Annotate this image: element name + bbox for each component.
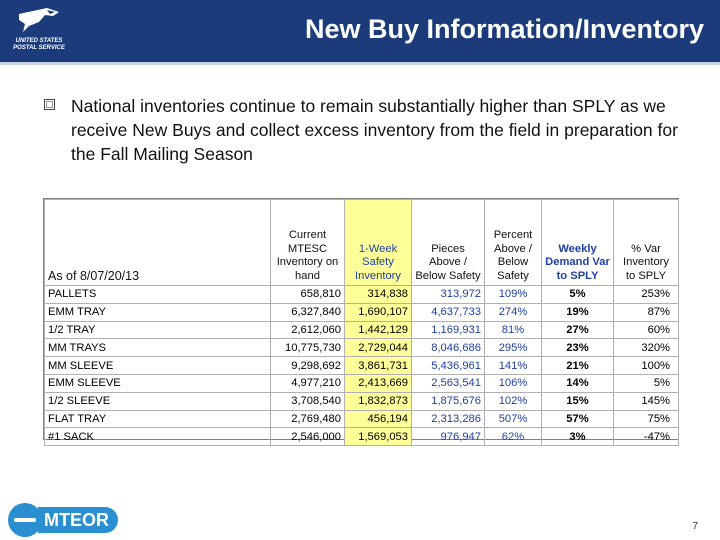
table-cell: 109%	[484, 285, 542, 304]
table-cell: 295%	[484, 338, 542, 358]
table-cell: 2,563,541	[411, 373, 485, 393]
row-label: #1 SACK	[44, 427, 271, 447]
column-header: Pieces Above / Below Safety	[411, 199, 485, 286]
table-cell: 1,875,676	[411, 391, 485, 411]
table-cell: 21%	[541, 356, 614, 375]
table-cell: 145%	[613, 391, 679, 411]
table-cell: 27%	[541, 320, 614, 340]
column-header: % Var Inventory to SPLY	[613, 199, 679, 286]
table-cell: 3,861,731	[344, 356, 412, 375]
table-cell: 4,977,210	[270, 373, 345, 393]
mteor-logo: MTEOR	[8, 503, 122, 538]
table-cell: 2,612,060	[270, 320, 345, 340]
table-cell: 320%	[613, 338, 679, 358]
page-title: New Buy Information/Inventory	[304, 14, 704, 44]
title-divider	[0, 62, 720, 65]
table-cell: 1,832,873	[344, 391, 412, 411]
table-cell: 2,413,669	[344, 373, 412, 393]
table-cell: 507%	[484, 409, 542, 429]
table-cell: 62%	[484, 427, 542, 447]
table-cell: 1,569,053	[344, 427, 412, 447]
mteor-logo-mark	[8, 503, 42, 537]
table-cell: 102%	[484, 391, 542, 411]
table-cell: 75%	[613, 409, 679, 429]
table-cell: 2,546,000	[270, 427, 345, 447]
column-header: 1-Week Safety Inventory	[344, 199, 412, 286]
table-row: FLAT TRAY 2,769,480 456,194 2,313,286 50…	[44, 409, 679, 429]
table-cell: 141%	[484, 356, 542, 375]
usps-logo: UNITED STATES POSTAL SERVICE	[4, 2, 74, 60]
table-cell: 8,046,686	[411, 338, 485, 358]
eagle-icon	[19, 8, 59, 32]
table-cell: 5%	[613, 373, 679, 393]
row-label: EMM SLEEVE	[44, 373, 271, 393]
table-cell: 2,769,480	[270, 409, 345, 429]
table-row: EMM TRAY 6,327,840 1,690,107 4,637,733 2…	[44, 302, 679, 322]
table-cell: 81%	[484, 320, 542, 340]
inventory-table: As of 8/07/20/13 Current MTESC Inventory…	[43, 198, 679, 447]
table-cell: 1,690,107	[344, 302, 412, 322]
table-cell: 6,327,840	[270, 302, 345, 322]
row-label: EMM TRAY	[44, 302, 271, 322]
table-cell: 87%	[613, 302, 679, 322]
table-row: EMM SLEEVE 4,977,210 2,413,669 2,563,541…	[44, 373, 679, 393]
table-cell: 15%	[541, 391, 614, 411]
bullet-text: National inventories continue to remain …	[71, 96, 678, 164]
row-label: 1/2 TRAY	[44, 320, 271, 340]
table-cell: 1,169,931	[411, 320, 485, 340]
table-row: MM SLEEVE 9,298,692 3,861,731 5,436,961 …	[44, 356, 679, 375]
table-cell: -47%	[613, 427, 679, 447]
table-cell: 4,637,733	[411, 302, 485, 322]
bullet-square-icon	[44, 99, 55, 110]
table-row: PALLETS 658,810 314,838 313,972 109% 5% …	[44, 285, 679, 304]
table-cell: 19%	[541, 302, 614, 322]
table-cell: 60%	[613, 320, 679, 340]
table-cell: 274%	[484, 302, 542, 322]
table-cell: 3,708,540	[270, 391, 345, 411]
table-cell: 10,775,730	[270, 338, 345, 358]
row-label: MM TRAYS	[44, 338, 271, 358]
table-cell: 456,194	[344, 409, 412, 429]
table-cell: 100%	[613, 356, 679, 375]
table-cell: 3%	[541, 427, 614, 447]
table-cell: 658,810	[270, 285, 345, 304]
table-cell: 106%	[484, 373, 542, 393]
table-cell: 253%	[613, 285, 679, 304]
as-of-date: As of 8/07/20/13	[44, 199, 271, 286]
table-cell: 1,442,129	[344, 320, 412, 340]
column-header: Current MTESC Inventory on hand	[270, 199, 345, 286]
row-label: FLAT TRAY	[44, 409, 271, 429]
table-cell: 57%	[541, 409, 614, 429]
table-cell: 2,313,286	[411, 409, 485, 429]
table-row: MM TRAYS 10,775,730 2,729,044 8,046,686 …	[44, 338, 679, 358]
table-cell: 23%	[541, 338, 614, 358]
row-label: MM SLEEVE	[44, 356, 271, 375]
header-bar: UNITED STATES POSTAL SERVICE New Buy Inf…	[0, 0, 720, 62]
column-header: Percent Above / Below Safety	[484, 199, 542, 286]
table-cell: 5%	[541, 285, 614, 304]
table-cell: 14%	[541, 373, 614, 393]
table-cell: 313,972	[411, 285, 485, 304]
table-cell: 314,838	[344, 285, 412, 304]
row-label: PALLETS	[44, 285, 271, 304]
table-row: 1/2 TRAY 2,612,060 1,442,129 1,169,931 8…	[44, 320, 679, 340]
table-cell: 2,729,044	[344, 338, 412, 358]
table-row: 1/2 SLEEVE 3,708,540 1,832,873 1,875,676…	[44, 391, 679, 411]
table-cell: 5,436,961	[411, 356, 485, 375]
page-number: 7	[692, 521, 698, 532]
row-label: 1/2 SLEEVE	[44, 391, 271, 411]
mteor-logo-text: MTEOR	[38, 507, 118, 533]
table-cell: 976,947	[411, 427, 485, 447]
column-header: Weekly Demand Var to SPLY	[541, 199, 614, 286]
logo-text: UNITED STATES POSTAL SERVICE	[13, 38, 65, 51]
table-row: #1 SACK 2,546,000 1,569,053 976,947 62% …	[44, 427, 679, 447]
table-cell: 9,298,692	[270, 356, 345, 375]
